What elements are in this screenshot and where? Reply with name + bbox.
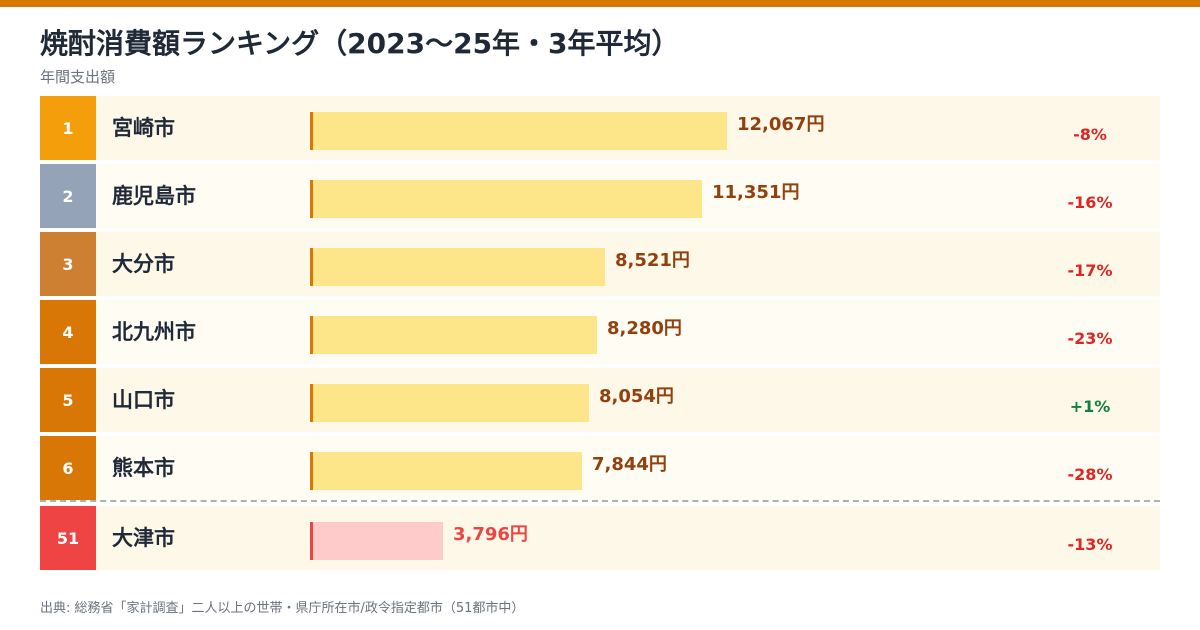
city-name: 鹿児島市 <box>112 184 196 208</box>
bar-accent <box>310 248 313 286</box>
rank-badge: 1 <box>40 96 96 160</box>
rank-badge: 5 <box>40 368 96 432</box>
change-badge: -23% <box>1067 329 1113 348</box>
rank-badge: 6 <box>40 436 96 500</box>
change-badge: -17% <box>1067 261 1113 280</box>
chart-title: 焼酎消費額ランキング（2023〜25年・3年平均） <box>40 27 680 60</box>
bar-accent <box>310 316 313 354</box>
rank-divider <box>40 500 1160 502</box>
value-label: 3,796円 <box>453 524 528 545</box>
table-row: 4 北九州市 8,280円 -23% <box>40 300 1160 364</box>
value-label: 11,351円 <box>712 182 800 203</box>
bar-accent <box>310 452 313 490</box>
city-name: 大分市 <box>112 252 175 276</box>
table-row: 6 熊本市 7,844円 -28% <box>40 436 1160 500</box>
source-note: 出典: 総務省「家計調査」二人以上の世帯・県庁所在市/政令指定都市（51都市中） <box>40 601 525 616</box>
value-bar <box>313 180 702 218</box>
city-name: 山口市 <box>112 388 175 412</box>
table-row: 1 宮崎市 12,067円 -8% <box>40 96 1160 160</box>
value-label: 8,054円 <box>599 386 674 407</box>
table-row: 2 鹿児島市 11,351円 -16% <box>40 164 1160 228</box>
rank-badge: 3 <box>40 232 96 296</box>
chart-subtitle: 年間支出額 <box>40 68 116 86</box>
value-label: 8,280円 <box>607 318 682 339</box>
value-bar <box>313 452 582 490</box>
bar-accent <box>310 180 313 218</box>
city-name: 大津市 <box>112 526 175 550</box>
value-label: 8,521円 <box>615 250 690 271</box>
value-bar <box>313 316 597 354</box>
value-bar <box>313 522 443 560</box>
rank-badge: 4 <box>40 300 96 364</box>
top-accent-bar <box>0 0 1200 7</box>
bar-accent <box>310 384 313 422</box>
value-bar <box>313 248 605 286</box>
table-row: 51 大津市 3,796円 -13% <box>40 506 1160 570</box>
change-badge: -16% <box>1067 193 1113 212</box>
table-row: 3 大分市 8,521円 -17% <box>40 232 1160 296</box>
city-name: 宮崎市 <box>112 116 175 140</box>
city-name: 北九州市 <box>112 320 196 344</box>
value-bar <box>313 384 589 422</box>
change-badge: -13% <box>1067 535 1113 554</box>
value-label: 12,067円 <box>737 114 825 135</box>
value-bar <box>313 112 727 150</box>
rank-badge: 51 <box>40 506 96 570</box>
change-badge: +1% <box>1069 397 1111 416</box>
change-badge: -28% <box>1067 465 1113 484</box>
city-name: 熊本市 <box>112 456 175 480</box>
change-badge: -8% <box>1073 125 1107 144</box>
value-label: 7,844円 <box>592 454 667 475</box>
rank-badge: 2 <box>40 164 96 228</box>
bar-accent <box>310 522 313 560</box>
table-row: 5 山口市 8,054円 +1% <box>40 368 1160 432</box>
bar-accent <box>310 112 313 150</box>
